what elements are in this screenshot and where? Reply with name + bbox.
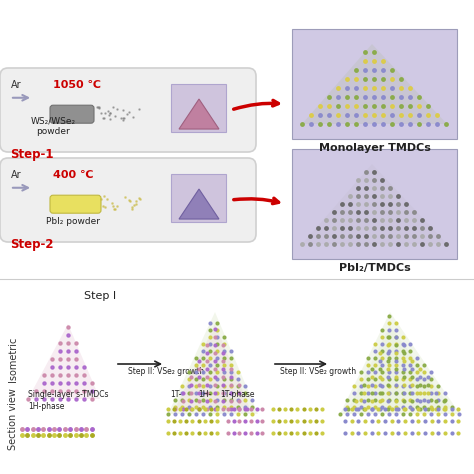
Text: PbI₂ powder: PbI₂ powder bbox=[46, 217, 100, 226]
Polygon shape bbox=[179, 189, 219, 219]
Text: 1T-phase: 1T-phase bbox=[220, 390, 255, 399]
Polygon shape bbox=[348, 326, 452, 409]
Text: Single-layer s-TMDCs: Single-layer s-TMDCs bbox=[28, 390, 109, 399]
Polygon shape bbox=[168, 312, 258, 414]
Text: Isometric: Isometric bbox=[8, 337, 18, 382]
Polygon shape bbox=[179, 99, 219, 129]
Text: 1050 ℃: 1050 ℃ bbox=[53, 80, 101, 90]
Polygon shape bbox=[302, 164, 447, 244]
FancyBboxPatch shape bbox=[292, 149, 457, 259]
Text: PbI₂/TMDCs: PbI₂/TMDCs bbox=[338, 263, 410, 273]
FancyBboxPatch shape bbox=[0, 68, 256, 152]
Polygon shape bbox=[302, 44, 447, 124]
Text: 1T-: 1T- bbox=[170, 390, 182, 399]
Text: Section view: Section view bbox=[8, 388, 18, 450]
FancyBboxPatch shape bbox=[50, 195, 101, 213]
Text: Ar: Ar bbox=[11, 170, 22, 180]
Text: Ar: Ar bbox=[11, 80, 22, 90]
Text: 1H-: 1H- bbox=[198, 390, 211, 399]
Text: Step-1: Step-1 bbox=[10, 148, 54, 161]
FancyBboxPatch shape bbox=[292, 29, 457, 139]
FancyBboxPatch shape bbox=[171, 174, 226, 222]
Polygon shape bbox=[28, 324, 100, 399]
FancyBboxPatch shape bbox=[171, 84, 226, 132]
FancyBboxPatch shape bbox=[50, 105, 94, 123]
Text: WS₂/WSe₂
powder: WS₂/WSe₂ powder bbox=[30, 117, 75, 136]
Text: 1H-phase: 1H-phase bbox=[28, 402, 64, 411]
Text: 400 ℃: 400 ℃ bbox=[53, 170, 93, 180]
Polygon shape bbox=[340, 312, 460, 414]
Text: Step II: VSe₂ growth: Step II: VSe₂ growth bbox=[280, 367, 356, 376]
Polygon shape bbox=[175, 324, 250, 409]
Text: Step-2: Step-2 bbox=[10, 238, 54, 251]
Text: Monolayer TMDCs: Monolayer TMDCs bbox=[319, 143, 430, 153]
Text: Step II: VSe₂ growth: Step II: VSe₂ growth bbox=[128, 367, 204, 376]
FancyBboxPatch shape bbox=[0, 158, 256, 242]
Text: Step I: Step I bbox=[84, 291, 116, 301]
